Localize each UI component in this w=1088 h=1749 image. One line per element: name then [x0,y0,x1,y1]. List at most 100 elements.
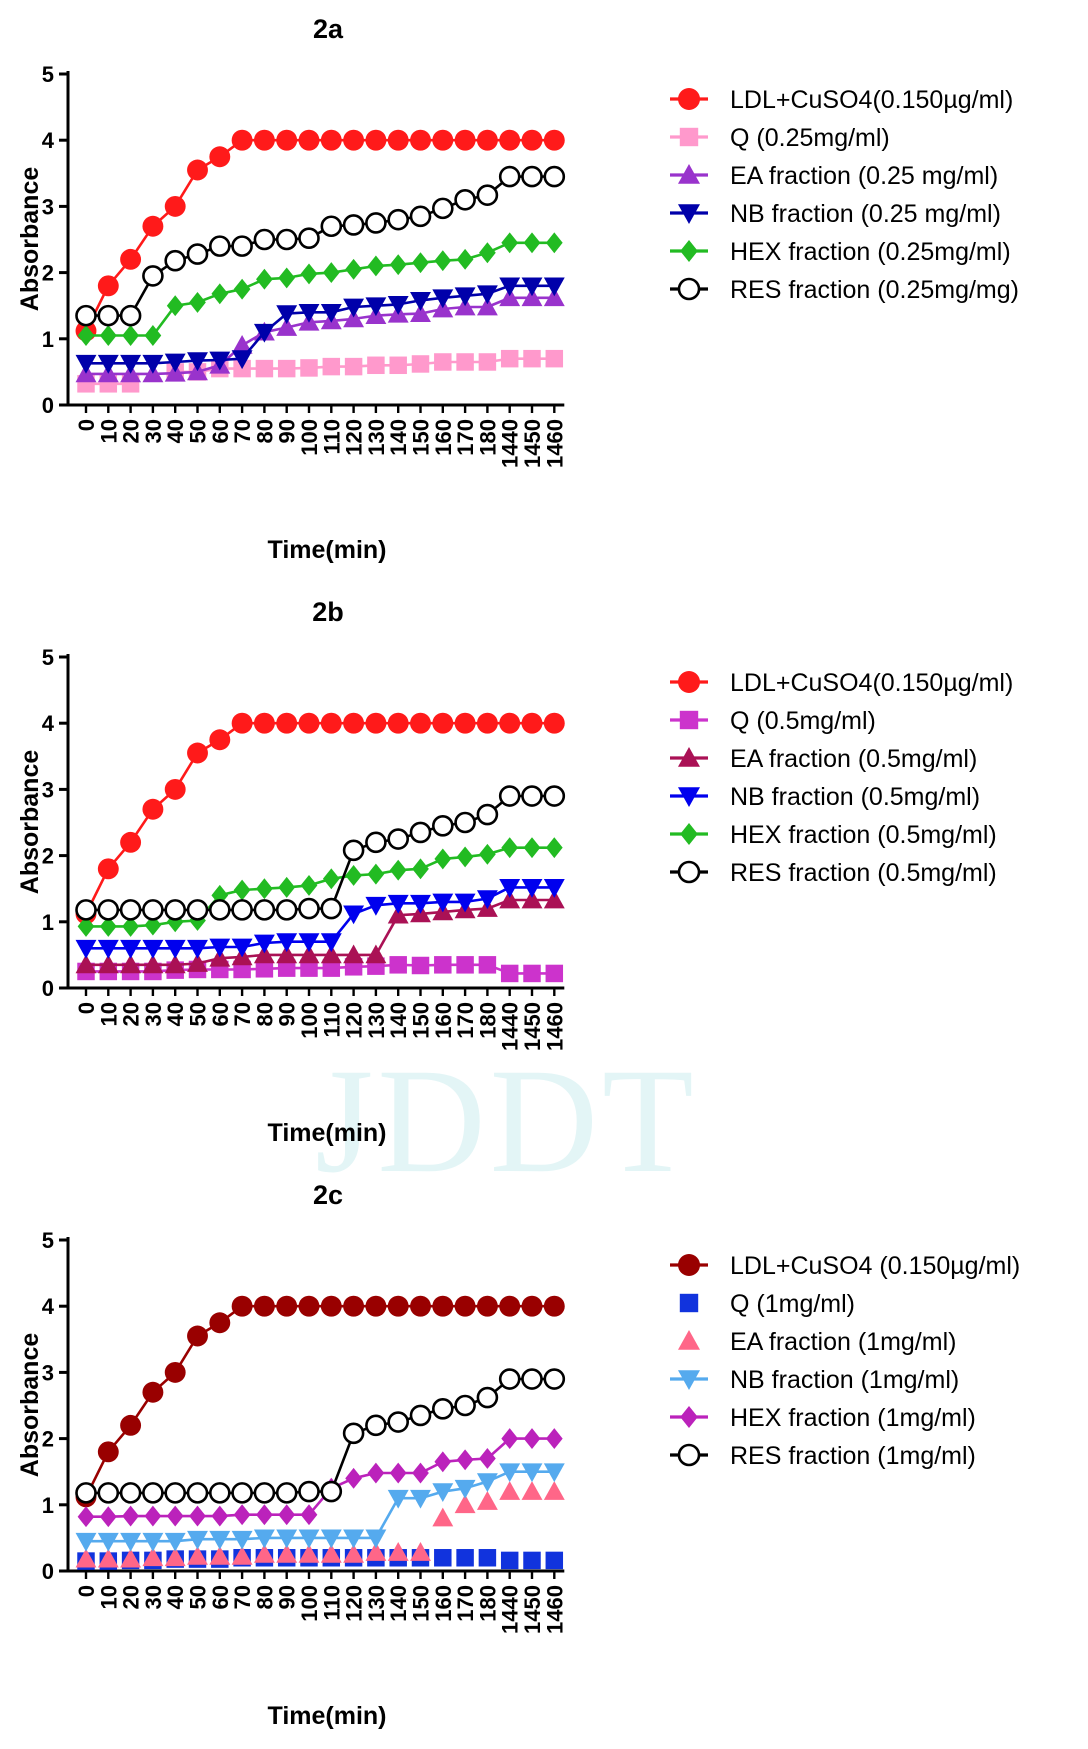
data-point [343,944,365,964]
data-point [320,1480,343,1503]
x-tick-label: 110 [319,419,344,455]
data-point [521,287,543,307]
data-point [97,1548,119,1568]
data-point [365,896,387,916]
data-point [545,1551,564,1570]
data-point [431,815,454,837]
data-point [343,308,365,328]
data-point [142,1482,164,1504]
data-point [410,1295,431,1317]
data-point [365,129,387,151]
data-point [253,712,275,734]
legend-item: Q (0.5mg/ml) [670,707,876,735]
data-point [77,1506,95,1528]
data-point [411,355,430,373]
legend-marker [679,127,699,147]
x-tick-label: 70 [230,1002,255,1026]
data-point [476,129,498,151]
data-point [276,944,298,964]
x-tick-label: 1440 [498,419,523,468]
data-point [187,1325,208,1347]
data-point [209,1312,231,1334]
legend-marker [678,164,700,184]
data-point [412,1462,429,1484]
data-point [521,785,543,807]
x-tick-label: 180 [475,419,500,456]
series-line [84,1304,555,1498]
data-point [521,889,543,909]
data-point [298,227,320,249]
y-axis-label: Absorbance [16,1333,44,1478]
x-tick-label: 40 [163,1002,188,1026]
data-point [142,354,164,374]
x-tick-label: 170 [453,419,478,456]
data-point [432,893,454,913]
chart-title: 2a [313,14,344,44]
data-point [387,1295,409,1317]
data-point [454,1479,476,1499]
data-point [298,1544,320,1563]
legend-marker [680,240,698,262]
data-point [298,129,320,151]
data-point [231,350,253,370]
data-point [409,1404,432,1427]
x-tick-label: 160 [431,1002,456,1039]
data-point [164,939,186,959]
data-point [276,1544,298,1563]
data-point [75,1532,97,1552]
data-point [142,798,164,820]
series-line [86,886,555,950]
data-point [231,712,253,734]
chart-title: 2b [312,597,344,627]
data-point [543,165,566,188]
x-tick-label: 1450 [520,1585,545,1634]
x-tick-label: 100 [297,419,322,456]
data-point [75,939,97,959]
data-point [456,248,474,270]
data-point [365,831,387,854]
data-point [142,939,164,959]
data-point [521,1368,543,1390]
series-4 [75,879,565,959]
data-point [432,289,454,309]
data-point [322,262,340,284]
data-point [479,1448,496,1469]
legend-item: EA fraction (1mg/ml) [678,1328,956,1356]
data-point [209,1545,231,1565]
data-point [365,212,387,234]
data-point [342,214,365,236]
x-tick-label: 0 [74,1585,99,1597]
data-point [410,303,431,323]
data-point [75,899,97,921]
legend-marker [678,747,700,767]
data-point [144,1505,162,1527]
data-point [479,242,496,264]
x-tick-label: 140 [386,419,411,456]
data-point [365,944,387,964]
data-point [387,1411,410,1433]
data-point [454,1494,476,1514]
y-axis-label: Absorbance [16,750,44,895]
legend-label: NB fraction (0.5mg/ml) [730,783,980,811]
legend-label: NB fraction (1mg/ml) [730,1366,959,1394]
x-tick-label: 60 [208,1002,233,1026]
legend-label: LDL+CuSO4 (0.150µg/ml) [730,1252,1020,1280]
data-point [344,357,363,376]
x-tick-label: 100 [297,1002,322,1039]
data-point [164,249,186,272]
data-point [500,349,519,368]
data-point [119,899,142,921]
data-point [164,954,186,974]
x-tick-label: 1460 [542,419,567,468]
data-point [523,964,541,983]
x-tick-label: 20 [119,1002,144,1026]
data-point [409,205,432,228]
data-point [500,1551,519,1570]
data-point [253,1295,275,1317]
series-line [84,138,555,332]
data-point [231,1482,253,1504]
data-point [543,712,565,734]
series-line [86,296,555,376]
data-point [476,1491,498,1510]
y-tick-label: 2 [42,261,54,286]
